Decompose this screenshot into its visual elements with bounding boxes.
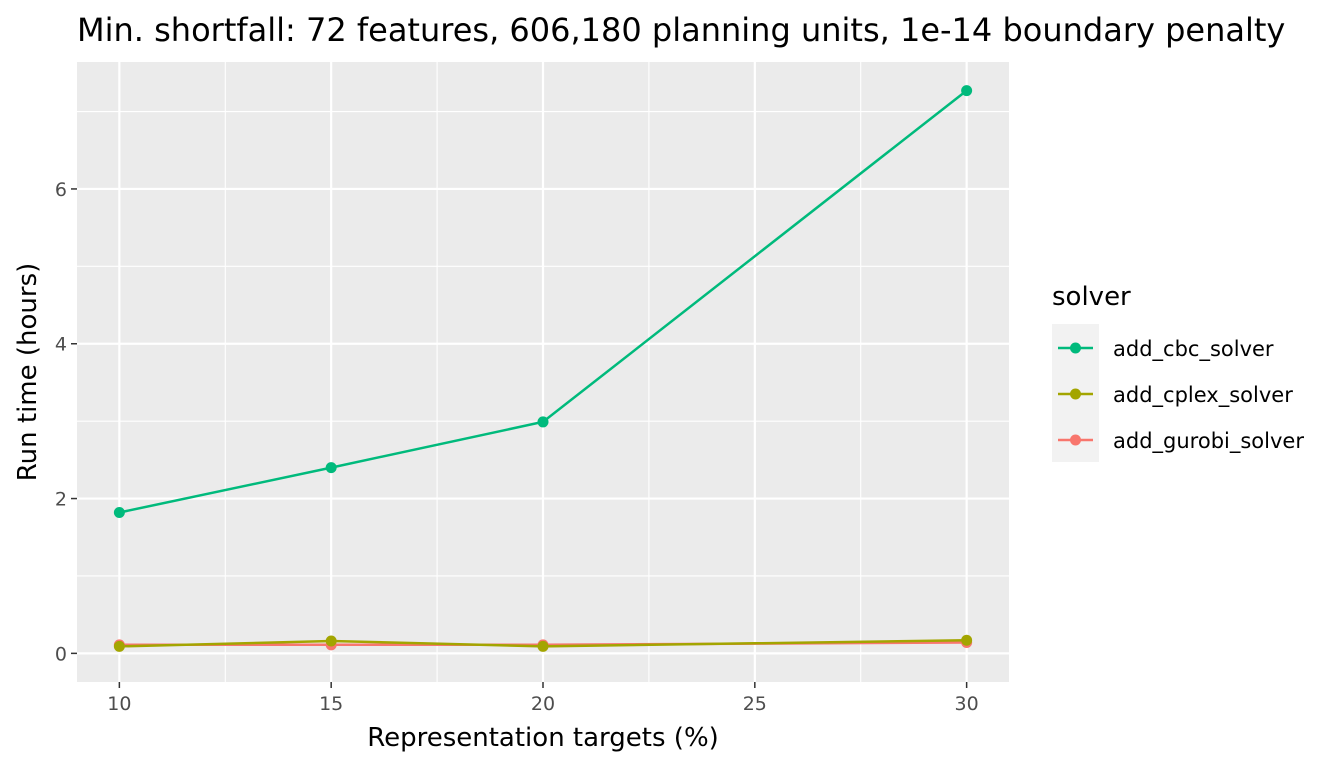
legend-key-point-add-cbc-solver: [1070, 342, 1081, 354]
y-tick-label: 2: [55, 489, 67, 511]
y-axis-title: Run time (hours): [13, 263, 43, 482]
legend-label-add-cplex-solver: add_cplex_solver: [1113, 383, 1293, 408]
x-tick-label: 30: [955, 693, 979, 715]
y-tick-label: 6: [55, 179, 67, 201]
legend-items: add_cbc_solver add_cplex_solver add_gurobi…: [1058, 337, 1304, 454]
data-point-add-cbc-solver: [113, 506, 125, 518]
data-point-add-cplex-solver: [325, 635, 337, 647]
series-line-add-cplex-solver: [119, 638, 967, 648]
data-point-add-cplex-solver: [961, 634, 973, 646]
y-tick-label: 4: [55, 334, 67, 356]
x-axis: 10 15 20 25 30: [107, 682, 979, 715]
series-points: [113, 85, 973, 652]
x-tick-label: 10: [107, 693, 131, 715]
legend-key-point-add-gurobi-solver: [1070, 434, 1081, 446]
y-axis: 0 2 4 6: [55, 179, 77, 665]
series-line-add-cbc-solver: [119, 89, 968, 514]
x-tick-label: 20: [531, 693, 555, 715]
legend: solver add_cbc_solveradd_cplex_solveradd…: [1052, 282, 1304, 462]
y-tick-label: 0: [55, 643, 67, 665]
data-point-add-cbc-solver: [961, 85, 973, 97]
legend-label-add-gurobi-solver: add_gurobi_solver: [1113, 429, 1304, 454]
data-point-add-cbc-solver: [537, 416, 549, 428]
series-lines: [119, 89, 968, 648]
chart-title: Min. shortfall: 72 features, 606,180 pla…: [77, 11, 1285, 49]
data-point-add-cplex-solver: [113, 640, 125, 652]
legend-label-add-cbc-solver: add_cbc_solver: [1113, 337, 1274, 362]
x-tick-label: 15: [319, 693, 343, 715]
legend-key-point-add-cplex-solver: [1070, 388, 1081, 400]
x-tick-label: 25: [743, 693, 767, 715]
x-axis-title: Representation targets (%): [367, 723, 719, 753]
data-point-add-cbc-solver: [325, 462, 337, 474]
data-point-add-cplex-solver: [537, 640, 549, 652]
legend-title: solver: [1052, 282, 1131, 312]
major-gridlines: [77, 62, 1009, 682]
